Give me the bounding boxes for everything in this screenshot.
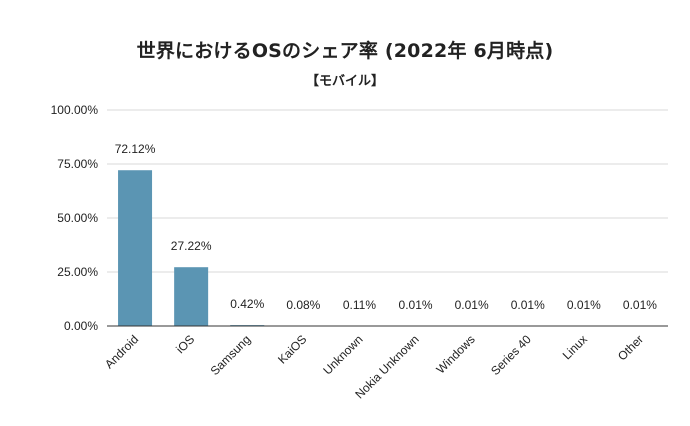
data-label: 0.01%: [399, 298, 433, 312]
x-tick-label: Series 40: [488, 332, 534, 378]
y-tick-label: 50.00%: [57, 211, 98, 225]
data-label: 0.01%: [511, 298, 545, 312]
x-tick-label: Samsung: [208, 332, 254, 378]
y-tick-label: 25.00%: [57, 265, 98, 279]
data-label: 0.01%: [623, 298, 657, 312]
chart-title: 世界におけるOSのシェア率 (2022年 6月時点): [136, 40, 554, 62]
data-label: 27.22%: [171, 239, 212, 253]
data-label: 0.42%: [230, 297, 264, 311]
data-label: 0.08%: [286, 298, 320, 312]
data-label: 0.01%: [455, 298, 489, 312]
x-tick-label: KaiOS: [275, 332, 309, 366]
data-label: 0.11%: [343, 298, 376, 312]
x-tick-label: Linux: [560, 332, 590, 362]
y-tick-label: 0.00%: [64, 319, 98, 333]
bar-ios: [174, 267, 209, 326]
x-tick-label: iOS: [173, 332, 197, 356]
bar-android: [118, 170, 153, 326]
x-tick-label: Unknown: [320, 332, 365, 377]
y-tick-label: 100.00%: [51, 103, 99, 117]
y-tick-label: 75.00%: [57, 157, 98, 171]
data-label: 0.01%: [567, 298, 601, 312]
x-tick-label: Windows: [433, 332, 477, 376]
x-tick-label: Android: [102, 332, 141, 371]
data-label: 72.12%: [115, 142, 156, 156]
chart-subtitle: 【モバイル】: [305, 74, 384, 89]
x-tick-label: Other: [615, 332, 646, 363]
